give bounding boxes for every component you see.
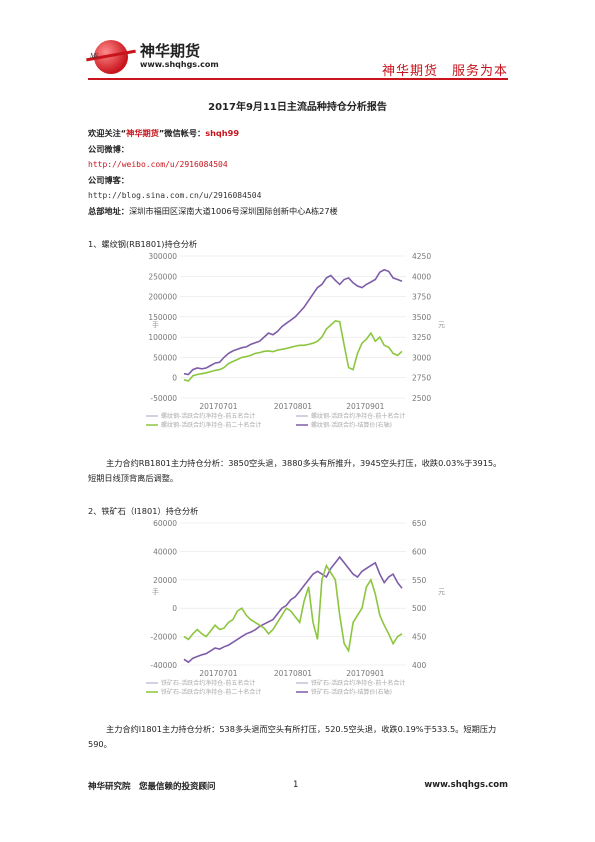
wechat-line: 欢迎关注“神华期货”微信帐号：shqh99: [88, 126, 508, 142]
y-tick-right: 3250: [412, 333, 431, 342]
chart-iron-ore-svg: 60000 40000 20000 0 -20000 -40000 650 600 550 500…: [146, 519, 445, 696]
y-tick-left: 0: [172, 604, 177, 613]
y-axis-label-right: 元: [438, 588, 445, 596]
y-tick-left: 250000: [148, 272, 177, 281]
legend-entry: 铁矿石-活跃合约净持仓-前二十名合计: [161, 688, 261, 696]
y-axis-label-left: 手: [152, 320, 159, 329]
header-slogan: 神华期货 服务为本: [381, 64, 508, 79]
y-tick-left: 300000: [148, 252, 177, 261]
y-tick-left: 40000: [153, 547, 177, 556]
company-logo: [94, 40, 128, 74]
series-line-0: [183, 555, 403, 664]
y-tick-right: 2500: [412, 394, 431, 403]
chart-rebar-svg: 300000 250000 200000 150000 100000 50000 0 -500…: [146, 252, 445, 429]
legend-entry: 螺纹钢-活跃合约净持仓-前五名合计: [161, 412, 255, 420]
contact-info: 欢迎关注“神华期货”微信帐号：shqh99 公司微博： http://weibo…: [88, 126, 508, 219]
wechat-mid: ”微信帐号：: [158, 128, 206, 138]
y-tick-right: 3750: [412, 293, 431, 302]
footer-slogan: 神华研究院 您最信赖的投资顾问: [88, 782, 216, 792]
section-1-paragraph: 主力合约RB1801主力持仓分析：3850空头退，3880多头有所推升，3945…: [88, 458, 502, 483]
chart-iron-ore: 60000 40000 20000 0 -20000 -40000 650 600 550 500…: [138, 517, 448, 717]
y-axis-label-right: 元: [438, 321, 445, 329]
legend-entry: 螺纹钢-活跃合约净持仓-前十名合计: [311, 412, 405, 420]
header-rule: [88, 78, 508, 80]
section-2-heading: 2、铁矿石（I1801）持仓分析: [88, 506, 199, 516]
y-tick-right: 500: [412, 604, 427, 613]
y-tick-left: -50000: [150, 394, 177, 403]
logo-small-text: Mi: [90, 52, 98, 60]
address-text: 深圳市福田区深南大道1006号深圳国际创新中心A栋27楼: [128, 205, 338, 216]
page-footer: 神华研究院 您最信赖的投资顾问 1 www.shqhgs.com: [88, 780, 508, 792]
series-line-1: [183, 563, 403, 654]
address-label: 总部地址：: [88, 205, 129, 216]
y-tick-right: 550: [412, 576, 427, 585]
x-tick: 20170701: [199, 402, 237, 411]
y-tick-right: 400: [412, 661, 427, 670]
legend-entry: 螺纹钢-活跃合约-结算价(右轴): [311, 421, 392, 429]
report-title: 2017年9月11日主流品种持仓分析报告: [208, 102, 387, 113]
y-tick-left: 200000: [148, 293, 177, 302]
wechat-prefix: 欢迎关注“: [88, 128, 127, 138]
weibo-link[interactable]: http://weibo.com/u/2916084504: [88, 160, 228, 169]
y-tick-left: 60000: [153, 519, 177, 528]
y-tick-left: -20000: [150, 633, 177, 642]
y-tick-right: 3500: [412, 313, 431, 322]
y-tick-right: 600: [412, 547, 427, 556]
footer-url[interactable]: www.shqhgs.com: [424, 780, 508, 790]
y-tick-right: 4250: [412, 252, 431, 261]
weibo-label: 公司微博：: [88, 143, 129, 154]
address-line: 总部地址：深圳市福田区深南大道1006号深圳国际创新中心A栋27楼: [88, 204, 508, 220]
y-tick-right: 2750: [412, 374, 431, 383]
section-1-heading: 1、螺纹钢(RB1801)持仓分析: [88, 239, 198, 249]
legend-entry: 螺纹钢-活跃合约净持仓-前二十名合计: [161, 421, 261, 429]
page-header: Mi 神华期货 www.shqhgs.com 神华期货 服务为本: [88, 36, 508, 80]
page-number: 1: [293, 780, 299, 790]
y-tick-left: -40000: [150, 661, 177, 670]
legend-entry: 铁矿石-活跃合约-结算价(右轴): [311, 688, 392, 696]
blog-label: 公司博客：: [88, 174, 129, 185]
wechat-brand: 神华期货: [126, 128, 159, 138]
y-tick-right: 3000: [412, 353, 431, 362]
y-tick-left: 150000: [148, 313, 177, 322]
blog-link[interactable]: http://blog.sina.com.cn/u/2916084504: [88, 191, 262, 200]
x-tick: 20170901: [346, 669, 384, 678]
x-tick: 20170801: [274, 669, 312, 678]
series-line-0: [183, 268, 403, 376]
series-line-1: [183, 320, 403, 382]
y-axis-label-left: 手: [152, 587, 159, 596]
x-tick: 20170801: [274, 402, 312, 411]
y-tick-right: 4000: [412, 272, 431, 281]
section-2-paragraph: 主力合约I1801主力持仓分析：538多头退而空头有所打压，520.5空头退，收…: [88, 724, 497, 749]
x-tick: 20170701: [199, 669, 237, 678]
logo-url: www.shqhgs.com: [140, 60, 219, 69]
y-tick-left: 100000: [148, 333, 177, 342]
y-tick-right: 650: [412, 519, 427, 528]
chart-rebar: 300000 250000 200000 150000 100000 50000 0 -500…: [138, 250, 448, 450]
x-tick: 20170901: [346, 402, 384, 411]
logo-title: 神华期货: [140, 42, 201, 60]
y-tick-right: 450: [412, 633, 427, 642]
legend-entry: 铁矿石-活跃合约净持仓-前十名合计: [311, 679, 405, 687]
y-tick-left: 50000: [153, 353, 177, 362]
legend-entry: 铁矿石-活跃合约净持仓-前五名合计: [161, 679, 255, 687]
y-tick-left: 20000: [153, 576, 177, 585]
wechat-id: shqh99: [205, 128, 240, 138]
y-tick-left: 0: [172, 374, 177, 383]
